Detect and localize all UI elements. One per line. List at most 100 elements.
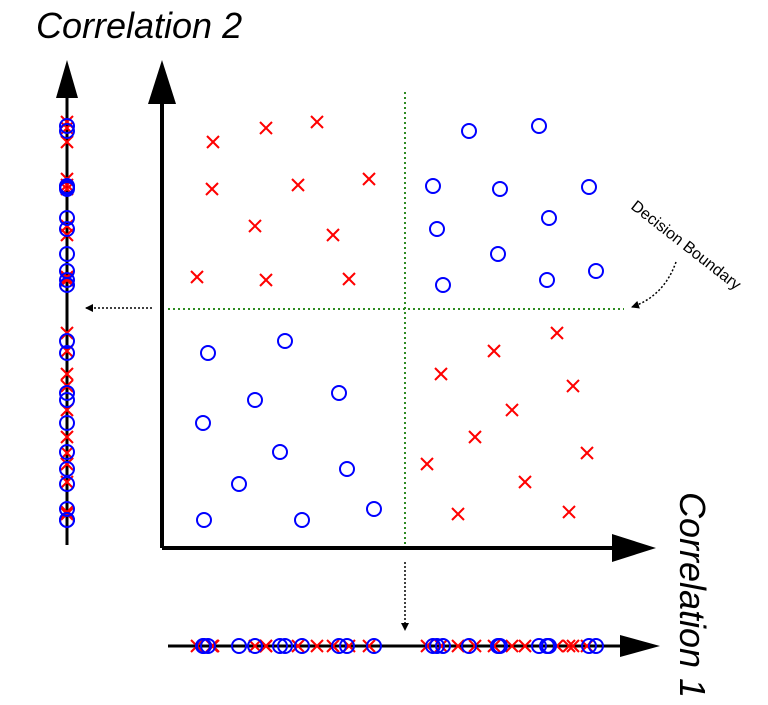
x-marker-projection-left: [60, 367, 74, 381]
o-marker-projection-left: [59, 263, 75, 279]
x-marker: [468, 430, 482, 444]
bottom-projection-arrowhead: [620, 635, 660, 657]
o-marker: [366, 501, 382, 517]
x-marker-projection-bottom: [310, 639, 324, 653]
o-marker: [272, 444, 288, 460]
o-marker: [490, 246, 506, 262]
x-marker-projection-bottom: [518, 639, 532, 653]
decision-boundary-label: Decision Boundary: [628, 198, 744, 294]
o-marker-projection-bottom: [531, 638, 547, 654]
o-marker-projection-bottom: [272, 638, 288, 654]
x-marker: [518, 475, 532, 489]
o-marker-projection-left: [59, 415, 75, 431]
o-marker: [581, 179, 597, 195]
o-marker-projection-left: [59, 501, 75, 517]
o-marker-projection-bottom: [581, 638, 597, 654]
x-marker-projection-bottom: [362, 639, 376, 653]
x-marker-projection-bottom: [505, 639, 519, 653]
data-points: [190, 115, 604, 528]
x-marker: [505, 403, 519, 417]
annotation-arrow: [631, 261, 677, 309]
o-marker: [531, 118, 547, 134]
o-marker: [277, 333, 293, 349]
o-marker-projection-bottom: [331, 638, 347, 654]
o-marker-projection-left: [59, 123, 75, 139]
x-marker: [451, 507, 465, 521]
o-marker: [425, 178, 441, 194]
o-marker: [331, 385, 347, 401]
o-marker: [541, 210, 557, 226]
x-marker: [248, 219, 262, 233]
x-marker: [259, 121, 273, 135]
o-marker-projection-bottom: [435, 638, 451, 654]
o-marker-projection-left: [59, 392, 75, 408]
o-marker-projection-left: [59, 385, 75, 401]
x-marker: [291, 178, 305, 192]
x-axis-title: Correlation 1: [672, 492, 713, 698]
x-marker: [566, 379, 580, 393]
o-marker-projection-bottom: [588, 638, 604, 654]
o-marker-projection-bottom: [429, 638, 445, 654]
x-marker-projection-left: [60, 457, 74, 471]
o-marker-projection-left: [59, 476, 75, 492]
o-marker-projection-left: [59, 345, 75, 361]
left-projection-points: [59, 115, 75, 528]
o-marker: [429, 221, 445, 237]
o-marker: [231, 476, 247, 492]
o-marker-projection-bottom: [200, 638, 216, 654]
x-marker: [580, 446, 594, 460]
x-marker: [342, 272, 356, 286]
o-marker: [294, 512, 310, 528]
x-marker-projection-bottom: [562, 639, 576, 653]
o-marker-projection-bottom: [196, 638, 212, 654]
x-marker-projection-bottom: [259, 639, 273, 653]
o-marker: [196, 512, 212, 528]
o-marker-projection-bottom: [339, 638, 355, 654]
o-marker-projection-bottom: [277, 638, 293, 654]
o-marker-projection-left: [59, 221, 75, 237]
y-axis-arrowhead: [148, 60, 176, 104]
o-marker-projection-left: [59, 333, 75, 349]
o-marker-projection-bottom: [425, 638, 441, 654]
o-marker: [195, 415, 211, 431]
x-marker: [205, 182, 219, 196]
left-projection-arrowhead: [56, 60, 78, 98]
o-marker-projection-left: [59, 512, 75, 528]
o-marker: [588, 263, 604, 279]
o-marker-projection-bottom: [247, 638, 263, 654]
x-marker: [434, 367, 448, 381]
x-marker: [562, 505, 576, 519]
x-marker-projection-bottom: [248, 639, 262, 653]
x-marker: [550, 326, 564, 340]
x-marker: [420, 457, 434, 471]
x-marker-projection-bottom: [566, 639, 580, 653]
bottom-projection-points: [190, 638, 604, 654]
o-marker-projection-bottom: [294, 638, 310, 654]
o-marker-projection-left: [59, 179, 75, 195]
o-marker-projection-left: [59, 210, 75, 226]
o-marker: [247, 392, 263, 408]
o-marker: [539, 272, 555, 288]
o-marker-projection-left: [59, 118, 75, 134]
o-marker-projection-bottom: [490, 638, 506, 654]
x-axis-arrowhead: [612, 534, 656, 562]
o-marker-projection-bottom: [461, 638, 477, 654]
o-marker: [200, 345, 216, 361]
o-marker-projection-left: [59, 272, 75, 288]
o-marker-projection-bottom: [366, 638, 382, 654]
x-marker: [259, 273, 273, 287]
o-marker-projection-bottom: [231, 638, 247, 654]
x-marker-projection-bottom: [291, 639, 305, 653]
x-marker: [326, 228, 340, 242]
o-marker: [339, 461, 355, 477]
x-marker: [206, 135, 220, 149]
y-axis-title: Correlation 2: [36, 5, 242, 46]
x-marker-projection-left: [60, 135, 74, 149]
x-marker: [362, 172, 376, 186]
x-marker-projection-left: [60, 430, 74, 444]
x-marker-projection-bottom: [451, 639, 465, 653]
o-marker: [461, 123, 477, 139]
x-marker: [487, 344, 501, 358]
o-marker-projection-left: [59, 444, 75, 460]
